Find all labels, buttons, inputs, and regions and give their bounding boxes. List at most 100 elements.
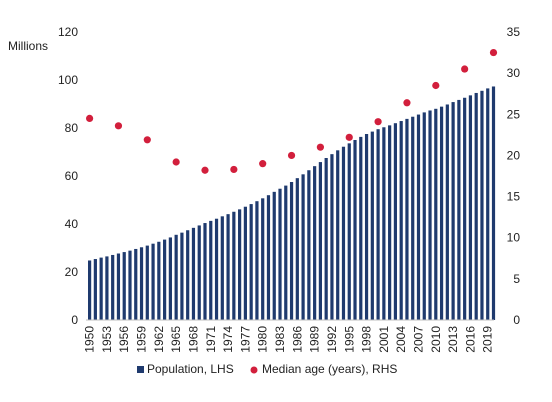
median-age-point [461, 65, 469, 73]
population-bar [457, 99, 461, 320]
x-axis-tick-label: 1992 [325, 326, 339, 353]
x-axis-tick-label: 1989 [308, 326, 322, 353]
population-bar [243, 206, 247, 320]
population-bar [111, 254, 115, 320]
median-age-point [143, 136, 151, 144]
x-axis-tick-label: 1965 [169, 326, 183, 353]
right-axis-tick-label: 15 [507, 190, 521, 204]
population-bar [134, 248, 138, 320]
population-bar [278, 188, 282, 320]
population-bar [301, 174, 305, 320]
population-bar [284, 185, 288, 320]
legend-swatch-population [137, 366, 144, 373]
x-axis-tick-label: 1977 [238, 326, 252, 353]
population-bar [266, 195, 271, 320]
right-axis-tick-label: 10 [507, 231, 521, 245]
left-axis-tick-label: 20 [65, 265, 79, 279]
population-bar [180, 232, 184, 320]
population-bar [422, 112, 426, 321]
x-axis-tick-label: 2010 [429, 326, 443, 353]
population-bar [388, 125, 392, 320]
population-bar [88, 260, 92, 320]
x-axis-tick-label: 1953 [100, 326, 114, 353]
median-age-point [403, 99, 411, 107]
median-age-point [259, 160, 267, 168]
population-bar [359, 136, 363, 320]
right-axis-tick-label: 0 [513, 313, 520, 327]
population-bar [226, 214, 230, 320]
population-bar [451, 102, 455, 320]
population-bar [209, 220, 213, 320]
population-bar [191, 227, 196, 320]
x-axis-tick-label: 2001 [377, 326, 391, 353]
population-bar [318, 162, 322, 320]
median-age-point [86, 114, 94, 122]
population-bar [99, 257, 103, 320]
population-bar [232, 211, 236, 320]
left-axis-tick-label: 120 [58, 25, 78, 39]
legend-swatch-median-age [250, 366, 258, 374]
x-axis-tick-label: 2016 [463, 326, 477, 353]
population-bar [255, 201, 259, 320]
median-age-point [316, 143, 324, 151]
median-age-point [287, 151, 296, 160]
median-age-point [172, 158, 180, 166]
population-bar [434, 108, 438, 320]
population-bar [168, 237, 172, 320]
population-bar [174, 234, 178, 320]
population-bars [88, 86, 496, 321]
x-axis-tick-label: 1959 [135, 326, 149, 353]
x-axis-tick-label: 1950 [83, 326, 97, 353]
left-axis-tick-label: 60 [65, 169, 79, 183]
legend: Population, LHS Median age (years), RHS [137, 362, 397, 376]
left-axis-label: Millions [8, 39, 48, 53]
population-bar [347, 143, 351, 320]
population-bar [157, 241, 161, 320]
population-bar [411, 116, 415, 320]
population-bar [163, 239, 167, 320]
population-bar [491, 86, 496, 320]
population-bar [486, 88, 490, 321]
population-bar [214, 218, 219, 320]
x-axis-tick-label: 2019 [481, 326, 495, 353]
population-bar [364, 134, 369, 320]
population-bar [128, 250, 132, 320]
population-bar [393, 123, 398, 320]
population-bar [445, 104, 449, 320]
x-axis-tick-label: 1995 [342, 326, 356, 353]
x-axis-tick-label: 1998 [360, 326, 374, 353]
legend-label-population: Population, LHS [147, 362, 234, 376]
population-bar [249, 204, 253, 320]
population-bar [353, 140, 357, 320]
population-bar [197, 225, 201, 320]
right-axis-ticks: 0 5 10 15 20 25 30 35 [507, 25, 521, 327]
left-axis-tick-label: 0 [71, 313, 78, 327]
x-axis-tick-label: 1956 [117, 326, 131, 353]
x-axis-ticks: 1950 1953 1956 1959 1962 1965 1968 1971 1974 1977… [83, 326, 495, 353]
median-age-point [432, 81, 440, 90]
x-axis-tick-label: 2004 [394, 326, 408, 353]
right-axis-tick-label: 25 [507, 107, 521, 121]
population-bar [238, 209, 242, 320]
population-bar [151, 243, 155, 320]
median-age-point [114, 122, 123, 130]
population-bar [474, 92, 478, 321]
median-age-point [201, 166, 209, 174]
median-age-point [489, 48, 498, 57]
population-bar [341, 146, 346, 320]
population-bar [324, 158, 328, 320]
population-bar [463, 97, 467, 320]
population-bar [439, 106, 444, 320]
median-age-point [230, 165, 238, 174]
population-bar [261, 198, 265, 320]
x-axis-tick-label: 1986 [290, 326, 304, 353]
x-axis-tick-label: 2007 [411, 326, 425, 353]
population-bar [405, 118, 409, 320]
left-axis-tick-label: 40 [65, 217, 79, 231]
population-bar [93, 259, 97, 320]
population-bar [399, 121, 403, 320]
population-bar [428, 110, 432, 320]
population-bar [145, 245, 149, 320]
population-bar [382, 127, 386, 320]
x-axis-tick-label: 1971 [204, 326, 218, 353]
